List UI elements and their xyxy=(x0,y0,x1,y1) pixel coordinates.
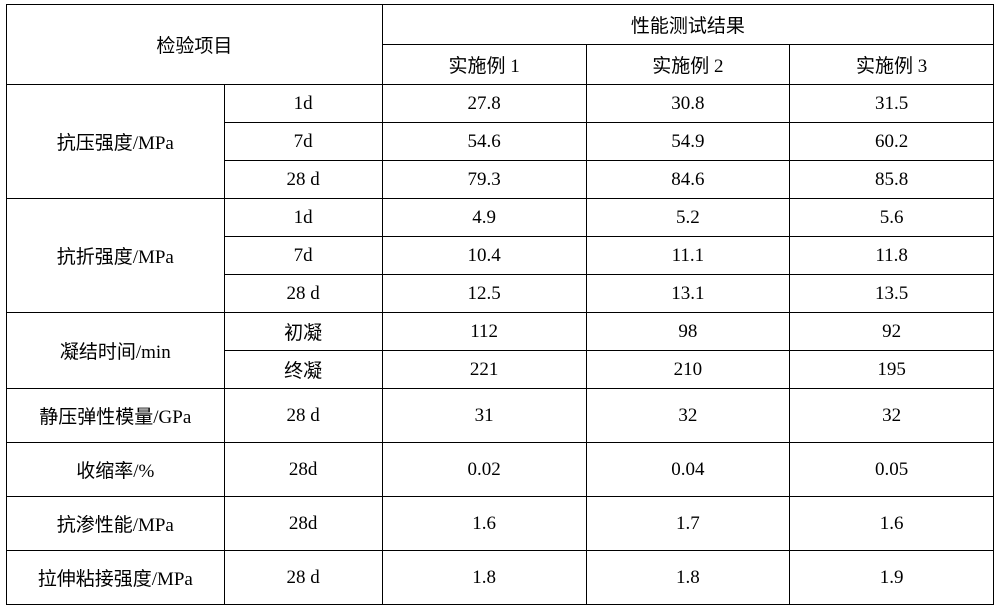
cell-sub: 28d xyxy=(224,443,382,497)
cell-v3: 1.9 xyxy=(790,551,994,605)
cell-sub: 7d xyxy=(224,123,382,161)
cell-v3: 60.2 xyxy=(790,123,994,161)
cell-v1: 1.8 xyxy=(382,551,586,605)
group-label: 拉伸粘接强度/MPa xyxy=(7,551,225,605)
cell-v1: 4.9 xyxy=(382,199,586,237)
group-label: 凝结时间/min xyxy=(7,313,225,389)
cell-v3: 92 xyxy=(790,313,994,351)
group-label: 收缩率/% xyxy=(7,443,225,497)
cell-v3: 195 xyxy=(790,351,994,389)
cell-v2: 1.7 xyxy=(586,497,790,551)
header-results: 性能测试结果 xyxy=(382,5,993,45)
cell-v1: 31 xyxy=(382,389,586,443)
cell-sub: 28d xyxy=(224,497,382,551)
cell-v1: 54.6 xyxy=(382,123,586,161)
header-col-1: 实施例 1 xyxy=(382,45,586,85)
cell-v3: 11.8 xyxy=(790,237,994,275)
cell-v2: 32 xyxy=(586,389,790,443)
cell-sub: 28 d xyxy=(224,275,382,313)
cell-v3: 31.5 xyxy=(790,85,994,123)
cell-v3: 1.6 xyxy=(790,497,994,551)
group-label: 抗折强度/MPa xyxy=(7,199,225,313)
group-label: 抗压强度/MPa xyxy=(7,85,225,199)
cell-sub: 28 d xyxy=(224,389,382,443)
cell-v2: 11.1 xyxy=(586,237,790,275)
cell-v2: 13.1 xyxy=(586,275,790,313)
cell-v3: 32 xyxy=(790,389,994,443)
header-inspection-item: 检验项目 xyxy=(7,5,383,85)
cell-sub: 初凝 xyxy=(224,313,382,351)
header-col-2: 实施例 2 xyxy=(586,45,790,85)
cell-v2: 1.8 xyxy=(586,551,790,605)
header-col-3: 实施例 3 xyxy=(790,45,994,85)
cell-sub: 7d xyxy=(224,237,382,275)
cell-v1: 10.4 xyxy=(382,237,586,275)
cell-v3: 85.8 xyxy=(790,161,994,199)
cell-v2: 5.2 xyxy=(586,199,790,237)
cell-v1: 221 xyxy=(382,351,586,389)
cell-v1: 27.8 xyxy=(382,85,586,123)
cell-v2: 0.04 xyxy=(586,443,790,497)
cell-sub: 1d xyxy=(224,85,382,123)
group-label: 静压弹性模量/GPa xyxy=(7,389,225,443)
cell-v3: 13.5 xyxy=(790,275,994,313)
cell-v2: 84.6 xyxy=(586,161,790,199)
cell-sub: 28 d xyxy=(224,551,382,605)
cell-v1: 1.6 xyxy=(382,497,586,551)
cell-v2: 54.9 xyxy=(586,123,790,161)
results-table: 检验项目 性能测试结果 实施例 1 实施例 2 实施例 3 抗压强度/MPa 1… xyxy=(6,4,994,605)
cell-v3: 5.6 xyxy=(790,199,994,237)
cell-v2: 98 xyxy=(586,313,790,351)
cell-v1: 0.02 xyxy=(382,443,586,497)
cell-v1: 79.3 xyxy=(382,161,586,199)
cell-sub: 1d xyxy=(224,199,382,237)
cell-sub: 终凝 xyxy=(224,351,382,389)
cell-sub: 28 d xyxy=(224,161,382,199)
cell-v2: 210 xyxy=(586,351,790,389)
cell-v1: 12.5 xyxy=(382,275,586,313)
cell-v3: 0.05 xyxy=(790,443,994,497)
cell-v1: 112 xyxy=(382,313,586,351)
group-label: 抗渗性能/MPa xyxy=(7,497,225,551)
cell-v2: 30.8 xyxy=(586,85,790,123)
